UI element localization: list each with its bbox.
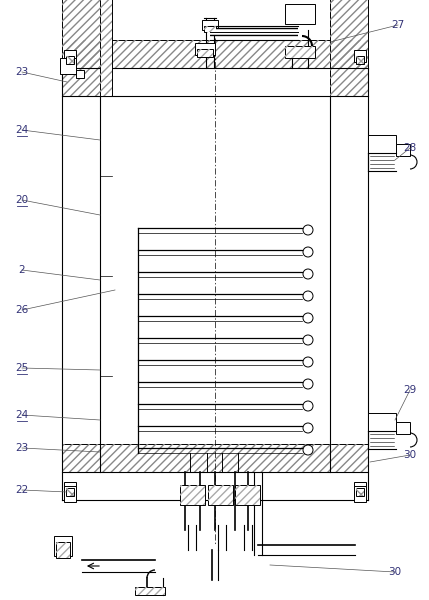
- Bar: [368, 135, 396, 153]
- Bar: [66, 56, 74, 64]
- Bar: [354, 482, 366, 494]
- Bar: [204, 26, 216, 32]
- Bar: [64, 486, 76, 502]
- Bar: [62, 444, 368, 472]
- Bar: [180, 485, 205, 505]
- Circle shape: [303, 445, 313, 455]
- Text: 28: 28: [403, 143, 417, 153]
- Circle shape: [303, 335, 313, 345]
- Circle shape: [303, 225, 313, 235]
- Bar: [197, 49, 213, 57]
- Text: 30: 30: [388, 567, 402, 577]
- Text: 20: 20: [15, 195, 29, 205]
- Bar: [208, 485, 233, 505]
- Circle shape: [303, 291, 313, 301]
- Bar: [180, 485, 205, 505]
- Bar: [66, 56, 74, 64]
- Bar: [64, 50, 76, 62]
- Bar: [396, 422, 410, 434]
- Bar: [100, 0, 330, 96]
- Text: 25: 25: [15, 363, 29, 373]
- Bar: [54, 536, 72, 556]
- Bar: [66, 488, 74, 496]
- Bar: [62, 0, 100, 96]
- Circle shape: [303, 247, 313, 257]
- Bar: [204, 26, 216, 32]
- Circle shape: [303, 423, 313, 433]
- Text: 22: 22: [15, 485, 29, 495]
- Circle shape: [303, 379, 313, 389]
- Circle shape: [303, 269, 313, 279]
- Text: 27: 27: [391, 20, 405, 30]
- Bar: [60, 58, 76, 74]
- Bar: [330, 0, 368, 96]
- Bar: [56, 542, 70, 558]
- Bar: [208, 485, 233, 505]
- Bar: [64, 482, 76, 494]
- Bar: [62, 444, 368, 472]
- Text: 23: 23: [15, 67, 29, 77]
- Bar: [235, 485, 260, 505]
- Bar: [285, 4, 315, 24]
- Bar: [135, 587, 165, 595]
- Text: 24: 24: [15, 410, 29, 420]
- Bar: [354, 486, 366, 502]
- Bar: [396, 144, 410, 156]
- Bar: [195, 43, 215, 55]
- Circle shape: [303, 313, 313, 323]
- Bar: [356, 56, 364, 64]
- Bar: [330, 0, 368, 96]
- Bar: [285, 46, 315, 58]
- Bar: [62, 40, 368, 68]
- Text: 26: 26: [15, 305, 29, 315]
- Bar: [235, 485, 260, 505]
- Text: 24: 24: [15, 125, 29, 135]
- Circle shape: [303, 401, 313, 411]
- Text: 23: 23: [15, 443, 29, 453]
- Bar: [100, 0, 112, 96]
- Bar: [197, 49, 213, 57]
- Bar: [285, 46, 315, 58]
- Bar: [66, 488, 74, 496]
- Bar: [202, 20, 218, 30]
- Bar: [356, 488, 364, 496]
- Bar: [135, 587, 165, 595]
- Bar: [356, 56, 364, 64]
- Bar: [62, 0, 100, 96]
- Bar: [62, 40, 368, 68]
- Bar: [76, 70, 84, 78]
- Bar: [368, 413, 396, 431]
- Text: 2: 2: [19, 265, 25, 275]
- Bar: [356, 488, 364, 496]
- Text: 29: 29: [403, 385, 417, 395]
- Bar: [354, 50, 366, 62]
- Circle shape: [303, 357, 313, 367]
- Text: 30: 30: [403, 450, 417, 460]
- Bar: [100, 0, 112, 96]
- Bar: [56, 542, 70, 558]
